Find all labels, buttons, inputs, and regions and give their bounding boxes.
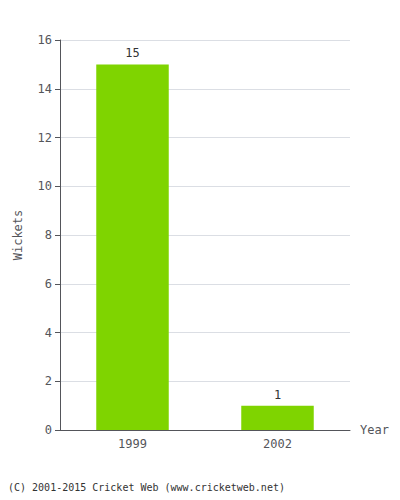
svg-text:Year: Year <box>360 423 389 437</box>
svg-text:1: 1 <box>274 388 281 402</box>
svg-text:1999: 1999 <box>118 437 147 451</box>
svg-text:12: 12 <box>38 131 52 145</box>
svg-text:Wickets: Wickets <box>11 210 25 261</box>
svg-text:2002: 2002 <box>263 437 292 451</box>
svg-text:16: 16 <box>38 33 52 47</box>
svg-text:8: 8 <box>45 228 52 242</box>
svg-text:4: 4 <box>45 326 52 340</box>
svg-text:2: 2 <box>45 374 52 388</box>
svg-text:6: 6 <box>45 277 52 291</box>
svg-text:10: 10 <box>38 179 52 193</box>
svg-text:0: 0 <box>45 423 52 437</box>
svg-text:14: 14 <box>38 82 52 96</box>
svg-text:15: 15 <box>125 46 139 60</box>
svg-text:(C) 2001-2015 Cricket Web (www: (C) 2001-2015 Cricket Web (www.cricketwe… <box>8 482 285 493</box>
